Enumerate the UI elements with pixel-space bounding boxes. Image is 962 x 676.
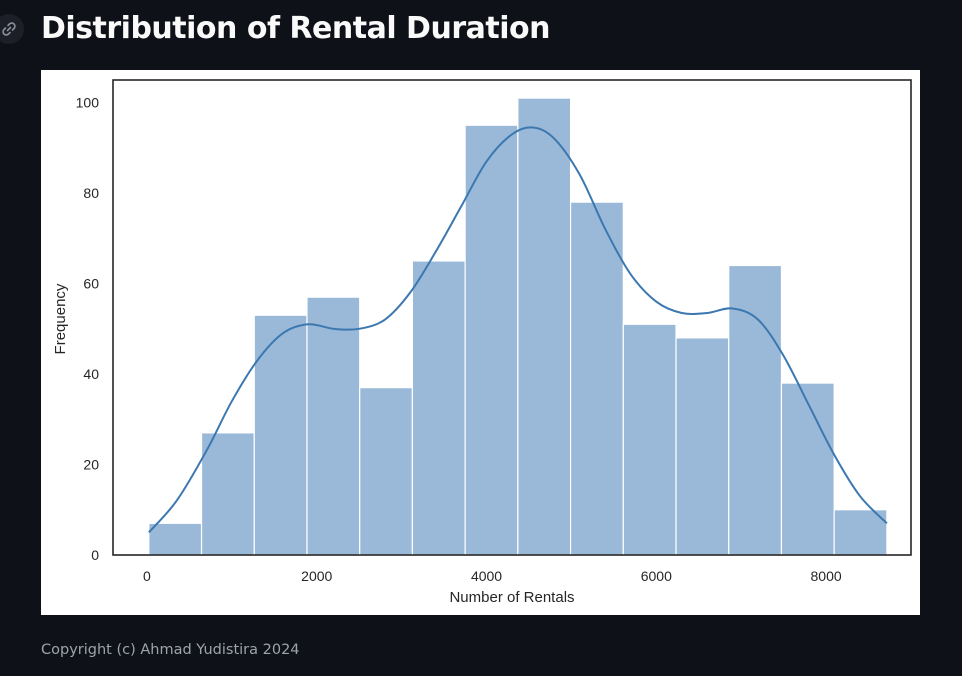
link-icon[interactable] xyxy=(0,14,24,44)
y-tick-label: 40 xyxy=(83,366,99,382)
histogram-figure: 0 2000 4000 6000 8000 0 20 40 60 80 100 Number of… xyxy=(41,70,920,615)
kde-curve xyxy=(148,126,888,534)
histogram-bar xyxy=(833,509,888,556)
x-tick-label: 6000 xyxy=(641,568,672,584)
histogram-bar xyxy=(780,382,835,556)
histogram-bar xyxy=(253,314,308,556)
histogram-bar xyxy=(200,432,255,556)
histogram-bar xyxy=(728,264,783,556)
y-tick-label: 60 xyxy=(83,276,99,292)
histogram-bar xyxy=(517,97,572,556)
x-axis-label: Number of Rentals xyxy=(449,589,574,606)
y-ticks: 0 20 40 60 80 100 xyxy=(76,95,100,563)
histogram-bar xyxy=(359,387,414,556)
y-tick-label: 20 xyxy=(83,457,99,473)
page-title: Distribution of Rental Duration xyxy=(41,11,550,46)
histogram-bar xyxy=(569,201,624,556)
x-ticks: 0 2000 4000 6000 8000 xyxy=(143,568,842,584)
histogram-bar xyxy=(306,296,361,556)
histogram-bar xyxy=(148,522,203,556)
histogram-bar xyxy=(622,323,677,556)
x-tick-label: 2000 xyxy=(301,568,332,584)
histogram-bar xyxy=(675,337,730,556)
histogram-bar xyxy=(464,124,519,556)
y-tick-label: 80 xyxy=(83,185,99,201)
y-tick-label: 100 xyxy=(76,95,100,111)
plot-frame xyxy=(112,79,912,556)
y-axis-label: Frequency xyxy=(52,283,69,354)
histogram-chart: 0 2000 4000 6000 8000 0 20 40 60 80 100 Number of… xyxy=(52,79,912,606)
histogram-bar xyxy=(411,260,466,556)
x-tick-label: 8000 xyxy=(811,568,842,584)
bars-layer xyxy=(148,97,888,556)
y-tick-label: 0 xyxy=(91,547,99,563)
x-tick-label: 4000 xyxy=(471,568,502,584)
footer-copyright: Copyright (c) Ahmad Yudistira 2024 xyxy=(41,642,300,658)
x-tick-label: 0 xyxy=(143,568,151,584)
link-icon-glyph xyxy=(2,22,16,36)
